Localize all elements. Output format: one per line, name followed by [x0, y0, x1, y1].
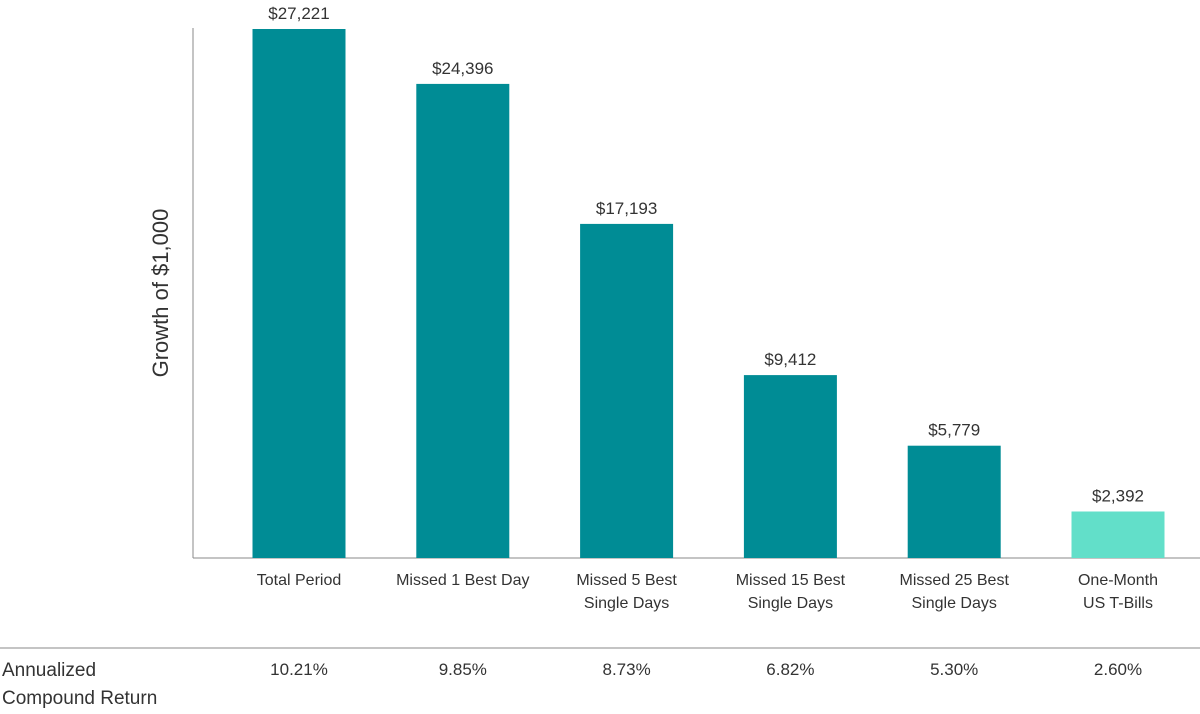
bar-3 — [580, 223, 674, 558]
value-label-2: $24,396 — [432, 59, 493, 78]
bar-5 — [907, 445, 1001, 558]
category-label-2: Missed 1 Best Day — [396, 572, 529, 589]
category-label-5-line-2: Single Days — [912, 595, 997, 612]
bar-1 — [252, 29, 346, 558]
value-label-3: $17,193 — [596, 199, 657, 218]
value-label-5: $5,779 — [928, 421, 980, 440]
bar-6 — [1071, 511, 1165, 558]
category-label-4-line-2: Single Days — [748, 595, 833, 612]
bar-2 — [416, 83, 510, 559]
category-label-5-line-1: Missed 25 Best — [900, 572, 1010, 589]
annualized-return-6: 2.60% — [1094, 660, 1142, 679]
annualized-return-4: 6.82% — [766, 660, 814, 679]
value-label-1: $27,221 — [268, 4, 329, 23]
category-label-4-line-1: Missed 15 Best — [736, 572, 846, 589]
value-label-4: $9,412 — [764, 350, 816, 369]
category-label-3-line-1: Missed 5 Best — [576, 572, 677, 589]
bar-4 — [743, 375, 837, 558]
category-label-6-line-1: One-Month — [1078, 572, 1158, 589]
category-label-3-line-2: Single Days — [584, 595, 669, 612]
annualized-row-title-line-1: Annualized — [2, 660, 96, 681]
annualized-return-5: 5.30% — [930, 660, 978, 679]
annualized-return-2: 9.85% — [439, 660, 487, 679]
annualized-row-title-line-2: Compound Return — [2, 688, 157, 709]
category-label-6-line-2: US T-Bills — [1083, 595, 1153, 612]
category-label-1: Total Period — [257, 572, 342, 589]
value-label-6: $2,392 — [1092, 487, 1144, 506]
y-axis-label: Growth of $1,000 — [148, 209, 173, 378]
annualized-return-1: 10.21% — [270, 660, 328, 679]
annualized-return-3: 8.73% — [602, 660, 650, 679]
